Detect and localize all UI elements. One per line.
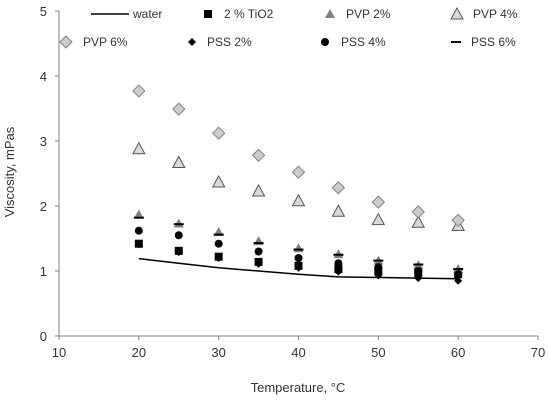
legend-marker-pss-2 — [188, 38, 196, 46]
series-line-water — [138, 257, 459, 280]
series-pvp-4 — [131, 141, 466, 231]
data-point-pss-4 — [374, 263, 383, 272]
data-point-pvp-6 — [451, 213, 465, 228]
data-point-pvp-6 — [211, 126, 226, 140]
y-tick-label: 1 — [40, 264, 47, 279]
axes — [55, 10, 539, 340]
data-point-pvp-4 — [131, 141, 146, 155]
legend-item-2-tio2: 2 % TiO2 — [204, 7, 274, 21]
legend-label-pvp-4: PVP 4% — [473, 7, 518, 21]
tick-labels: 10 20 30 40 50 60 70 0 1 2 3 4 5 — [40, 4, 545, 360]
x-tick-label: 10 — [52, 345, 66, 360]
legend-marker-2-tio2 — [204, 10, 212, 18]
legend-item-pvp-6: PVP 6% — [59, 35, 128, 49]
series-pss-4 — [134, 226, 463, 279]
data-point-pss-4 — [334, 259, 343, 268]
y-tick-label: 3 — [40, 134, 47, 149]
data-point-pvp-2 — [293, 243, 304, 253]
data-point-pvp-6 — [371, 195, 386, 209]
data-point-pvp-4 — [291, 193, 306, 207]
legend-marker-pvp-6 — [59, 35, 73, 49]
data-point-pss-2 — [454, 276, 463, 285]
data-point-pvp-6 — [132, 84, 146, 98]
data-point-pvp-4 — [171, 155, 186, 168]
data-point-pss-4 — [134, 226, 143, 235]
legend-label-pss-2: PSS 2% — [207, 35, 252, 49]
data-point-pss-2 — [134, 240, 143, 249]
data-point-pvp-2 — [333, 249, 344, 259]
y-tick-label: 4 — [40, 69, 47, 84]
data-point-pvp-6 — [331, 181, 346, 195]
data-point-pss-2 — [294, 263, 303, 272]
data-point-pvp-4 — [331, 204, 346, 217]
legend-label-pvp-2: PVP 2% — [346, 7, 391, 21]
y-axis-title: Viscosity, mPas — [2, 126, 17, 217]
legend-marker-pvp-2 — [325, 9, 335, 18]
x-tick-label: 20 — [132, 345, 146, 360]
data-point-pvp-6 — [251, 148, 266, 163]
y-tick-label: 2 — [40, 199, 47, 214]
legend: water 2 % TiO2 PVP 2% PVP 4% PVP 6% PSS 2% PSS… — [59, 6, 518, 49]
data-point-pvp-6 — [172, 102, 186, 116]
data-point-pss-4 — [414, 267, 423, 275]
x-axis-title: Temperature, °C — [251, 380, 346, 395]
data-marks — [131, 84, 466, 285]
data-point-pvp-4 — [411, 215, 426, 228]
series-pss-6 — [133, 216, 464, 271]
data-point-pvp-4 — [371, 212, 386, 226]
data-point-pss-4 — [294, 254, 303, 262]
data-point-pvp-2 — [133, 209, 144, 219]
legend-label-2-tio2: 2 % TiO2 — [224, 7, 274, 21]
legend-item-pss-2: PSS 2% — [188, 35, 252, 49]
data-point-pss-2 — [254, 259, 263, 268]
legend-marker-pvp-4 — [450, 6, 464, 20]
data-point-pss-2 — [214, 254, 223, 262]
legend-label-pvp-6: PVP 6% — [83, 35, 128, 49]
data-point-pvp-6 — [411, 205, 425, 219]
data-point-pss-4 — [454, 270, 463, 279]
data-point-pss-2 — [414, 274, 423, 283]
legend-item-water: water — [91, 7, 162, 21]
data-point-pss-2 — [334, 267, 343, 276]
data-point-pss-4 — [174, 231, 183, 240]
legend-item-pss-4: PSS 4% — [321, 35, 386, 49]
legend-item-pss-6: PSS 6% — [451, 35, 516, 49]
legend-marker-pss-4 — [321, 38, 329, 46]
data-point-pss-4 — [214, 239, 223, 248]
x-tick-label: 40 — [291, 345, 305, 360]
x-tick-label: 60 — [451, 345, 465, 360]
data-point-pvp-6 — [291, 165, 306, 179]
y-tick-label: 5 — [40, 4, 47, 19]
legend-label-pss-4: PSS 4% — [341, 35, 386, 49]
legend-label-water: water — [132, 7, 162, 21]
data-point-pvp-4 — [251, 184, 266, 197]
legend-item-pvp-4: PVP 4% — [450, 6, 518, 21]
data-point-pvp-2 — [173, 218, 184, 228]
x-tick-label: 30 — [211, 345, 225, 360]
data-point-pss-4 — [254, 247, 263, 256]
data-point-pvp-4 — [211, 174, 226, 188]
series-pss-2 — [134, 240, 463, 285]
water-series-line — [138, 257, 459, 280]
data-point-pss-2 — [374, 271, 383, 280]
x-tick-label: 70 — [531, 345, 545, 360]
x-tick-label: 50 — [371, 345, 385, 360]
data-point-pss-2 — [174, 248, 183, 257]
legend-item-pvp-2: PVP 2% — [325, 7, 391, 21]
legend-label-pss-6: PSS 6% — [471, 35, 516, 49]
series-pvp-6 — [132, 84, 465, 228]
y-tick-label: 0 — [40, 329, 47, 344]
